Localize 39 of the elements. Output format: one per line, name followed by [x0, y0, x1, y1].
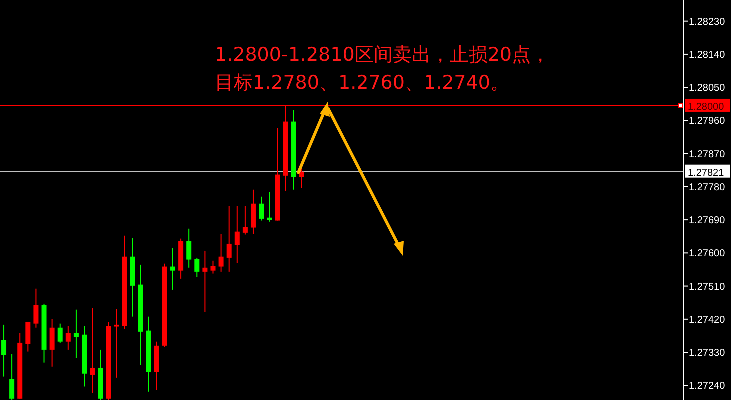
candlestick [202, 250, 208, 313]
candlestick [58, 323, 63, 344]
y-tick-label: 1.27780 [689, 182, 726, 194]
candlestick [299, 167, 304, 189]
y-tick-label: 1.27420 [689, 314, 726, 326]
candlestick [218, 234, 224, 272]
candlestick [114, 308, 120, 378]
y-tick-label: 1.27510 [689, 282, 726, 293]
candlestick [259, 196, 264, 222]
candlestick [186, 228, 192, 268]
candlestick [242, 206, 248, 236]
y-tick-label: 1.27960 [689, 116, 726, 128]
candlestick [250, 189, 256, 235]
annotation: 目标1.2780、1.2760、1.2740。 [215, 72, 510, 94]
candlestick [194, 257, 200, 278]
y-tick-label: 1.28050 [689, 83, 726, 94]
candlestick [234, 206, 240, 264]
ref-line-label: 1.27821 [688, 168, 725, 179]
candlestick [50, 318, 55, 368]
candlestick [10, 354, 15, 400]
candlestick [267, 192, 272, 222]
candlestick [2, 324, 7, 378]
y-tick-label: 1.27600 [689, 248, 726, 260]
ref-line-label: 1.28000 [688, 102, 725, 113]
y-tick-label: 1.28230 [689, 16, 726, 28]
annotation: 1.2800-1.2810区间卖出，止损20点， [215, 44, 550, 66]
y-tick-label: 1.28140 [689, 50, 726, 61]
y-tick-label: 1.27870 [689, 149, 726, 160]
y-tick-label: 1.27240 [689, 381, 726, 392]
candlestick [66, 326, 71, 350]
candlestick [34, 288, 39, 328]
candlestick [26, 321, 31, 352]
y-tick-label: 1.27690 [689, 216, 726, 227]
y-tick-label: 1.27330 [689, 348, 726, 360]
candlestick [226, 206, 232, 272]
candlestick [74, 309, 79, 359]
candlestick [90, 308, 96, 394]
candlestick [170, 248, 176, 290]
candlestick [210, 260, 216, 274]
